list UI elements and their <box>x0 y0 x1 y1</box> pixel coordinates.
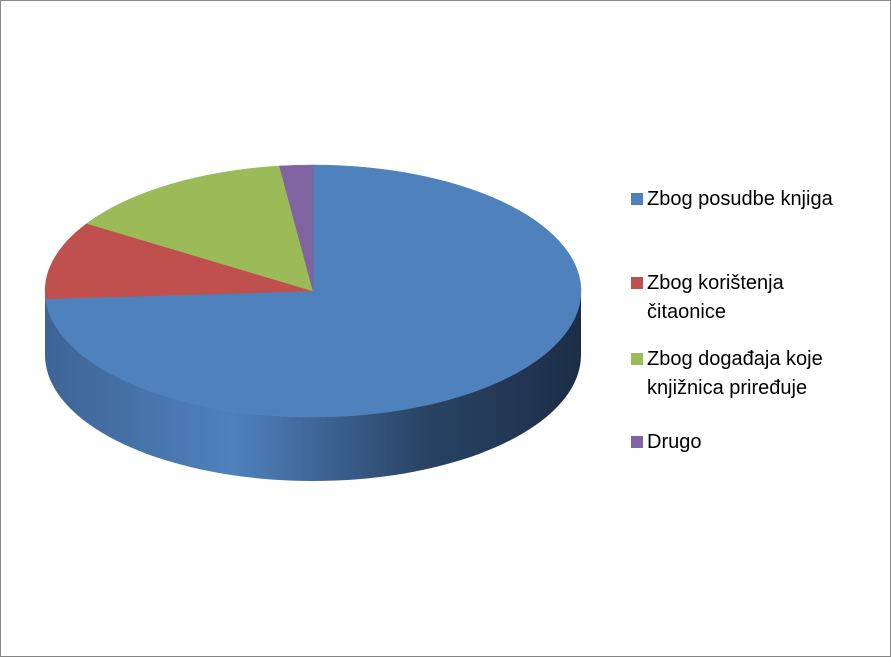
legend-item-zbog-dogadaja: Zbog događaja koje knjižnica priređuje <box>631 345 867 403</box>
legend-item-zbog-koristenja-citaonice: Zbog korištenja čitaonice <box>631 269 817 327</box>
pie-slice-0 <box>45 164 582 418</box>
legend-swatch-blue <box>631 193 643 205</box>
pie-top-face <box>44 164 582 418</box>
legend-item-zbog-posudbe-knjiga: Zbog posudbe knjiga <box>631 185 875 214</box>
legend-label: Zbog korištenja čitaonice <box>647 272 784 323</box>
pie-side-wall-shape <box>45 291 581 481</box>
pie-slice-3 <box>279 164 314 292</box>
legend-item-drugo: Drugo <box>631 428 875 457</box>
pie-side-wall <box>45 291 581 481</box>
pie-slice-2 <box>86 165 314 292</box>
legend-swatch-purple <box>631 436 643 448</box>
legend-swatch-red <box>631 277 643 289</box>
pie-slice-1 <box>44 223 314 300</box>
legend-label: Zbog događaja koje knjižnica priređuje <box>647 348 823 399</box>
legend-swatch-green <box>631 353 643 365</box>
legend-label: Zbog posudbe knjiga <box>647 188 833 210</box>
legend-label: Drugo <box>647 431 702 453</box>
